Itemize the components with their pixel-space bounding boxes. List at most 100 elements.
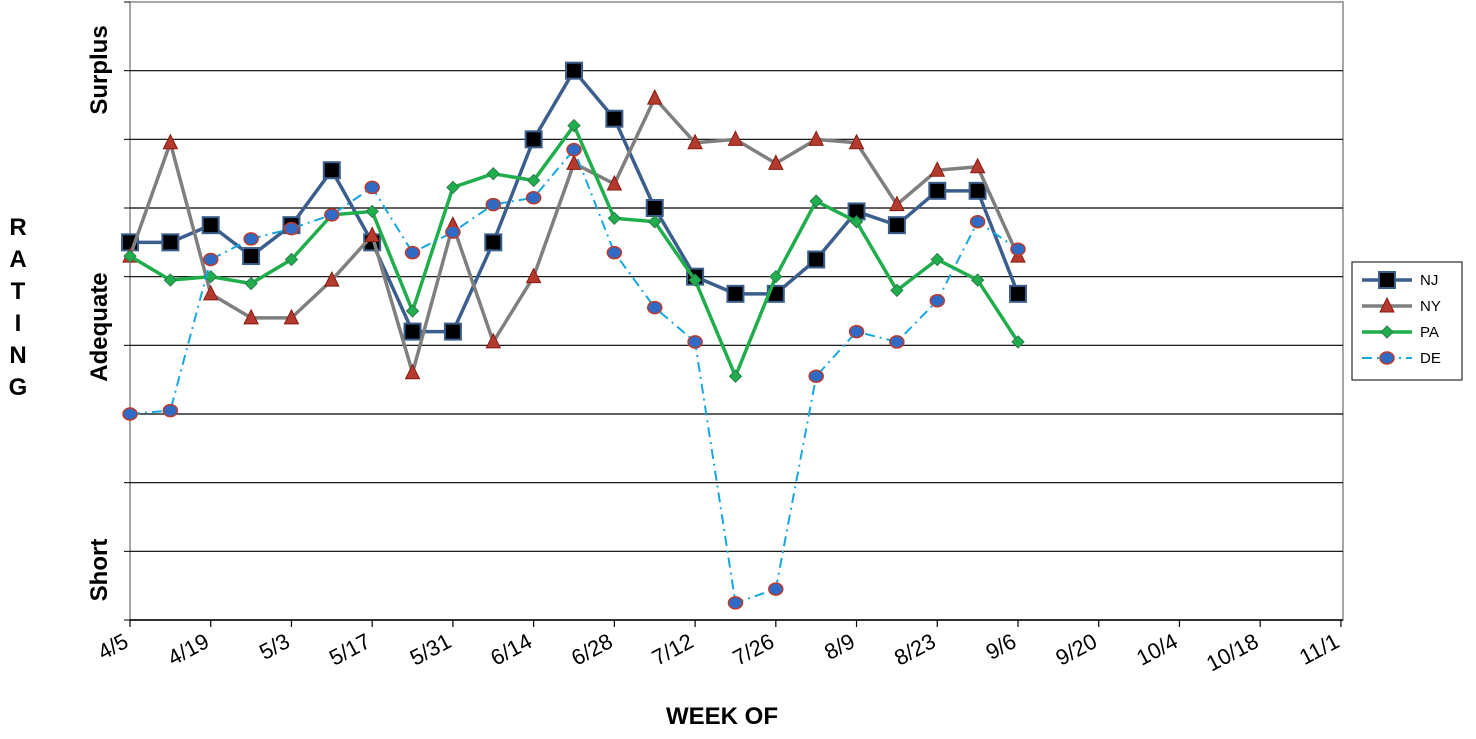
data-point	[970, 273, 985, 287]
x-tick-label: 4/5	[94, 628, 133, 664]
data-point	[727, 130, 744, 146]
data-point	[807, 250, 826, 269]
data-point	[727, 596, 744, 610]
x-tick-label: 7/26	[729, 628, 779, 670]
data-point	[404, 363, 421, 380]
data-point	[162, 403, 179, 418]
data-point	[769, 269, 783, 284]
data-point	[645, 199, 664, 217]
legend-label: NJ	[1420, 272, 1438, 289]
series-line	[129, 148, 1019, 604]
data-point	[202, 252, 219, 267]
legend-marker	[1378, 271, 1396, 289]
legend-marker	[1380, 325, 1394, 339]
legend: NJ NY PA DE	[1351, 261, 1463, 381]
data-point	[123, 249, 137, 263]
data-point	[485, 197, 502, 212]
x-tick-label: 7/12	[648, 628, 698, 670]
data-point	[405, 304, 420, 318]
data-point	[324, 270, 340, 287]
y-axis-title-letter: G	[9, 374, 28, 401]
y-axis-title-letter: I	[15, 310, 22, 337]
series-group	[121, 61, 1027, 610]
data-point	[969, 157, 986, 174]
x-tick-label: 6/28	[567, 628, 617, 670]
series-de	[122, 142, 1026, 610]
data-point	[808, 369, 824, 383]
data-point	[567, 118, 581, 133]
data-point	[607, 211, 622, 226]
data-point	[364, 226, 380, 242]
data-point	[244, 276, 258, 291]
data-point	[445, 225, 461, 239]
data-point	[525, 190, 542, 205]
x-tick-label: 5/17	[325, 628, 375, 670]
data-point	[1011, 335, 1025, 349]
data-point	[1379, 351, 1395, 365]
x-tick-label: 4/19	[164, 628, 214, 670]
data-point	[283, 221, 300, 236]
series-pa	[123, 118, 1025, 383]
data-point	[566, 154, 582, 170]
data-point	[648, 215, 662, 229]
x-tick-label: 8/23	[890, 628, 940, 670]
data-point	[1379, 296, 1395, 313]
data-point	[890, 283, 904, 298]
x-tick-label: 8/9	[820, 628, 859, 664]
data-point	[324, 208, 340, 222]
data-point	[889, 335, 905, 349]
data-point	[848, 324, 865, 339]
x-tick-label: 11/1	[1295, 628, 1343, 669]
plot-area	[129, 1, 1344, 621]
data-point	[404, 245, 421, 260]
data-point	[403, 322, 422, 341]
x-axis: 4/5 4/19 5/3 5/17 5/31 6/14 6/28 7/12 7/26 8/9 8/2…	[94, 619, 1343, 676]
data-point	[768, 154, 784, 170]
data-point	[928, 181, 947, 200]
data-point	[1378, 271, 1396, 289]
data-point	[565, 61, 583, 80]
data-point	[283, 308, 300, 325]
data-point	[606, 245, 623, 260]
y-axis-title-letter: T	[11, 278, 26, 305]
x-tick-label: 5/3	[255, 628, 294, 664]
legend-marker	[1379, 296, 1395, 313]
x-tick-label: 10/18	[1202, 628, 1262, 676]
data-point	[122, 407, 138, 421]
x-axis-title: WEEK OF	[666, 703, 778, 730]
x-tick-label: 5/31	[406, 628, 456, 670]
data-point	[688, 273, 702, 287]
data-point	[969, 214, 986, 229]
data-point	[446, 180, 460, 195]
data-point	[808, 130, 824, 146]
x-tick-label: 9/6	[982, 628, 1021, 664]
data-point	[242, 247, 261, 266]
data-point	[930, 252, 944, 267]
data-point	[485, 332, 502, 349]
y-axis-title-letter: R	[9, 214, 26, 241]
data-point	[524, 130, 543, 149]
data-point	[687, 335, 703, 349]
legend-marker	[1379, 351, 1395, 365]
data-point	[443, 322, 462, 341]
y-axis-title-letter: N	[9, 342, 26, 369]
data-point	[687, 133, 703, 150]
data-point	[726, 284, 745, 303]
data-point	[768, 582, 784, 596]
data-point	[162, 133, 179, 150]
data-point	[365, 204, 379, 219]
data-point	[849, 215, 864, 229]
data-point	[1380, 325, 1394, 339]
data-point	[201, 216, 220, 235]
data-point	[364, 180, 380, 195]
data-point	[968, 181, 987, 200]
data-point	[322, 161, 341, 180]
data-point	[809, 194, 823, 208]
data-point	[889, 195, 905, 212]
data-point	[161, 233, 180, 252]
data-point	[484, 233, 503, 252]
series-ny	[122, 89, 1026, 380]
data-point	[284, 252, 299, 267]
